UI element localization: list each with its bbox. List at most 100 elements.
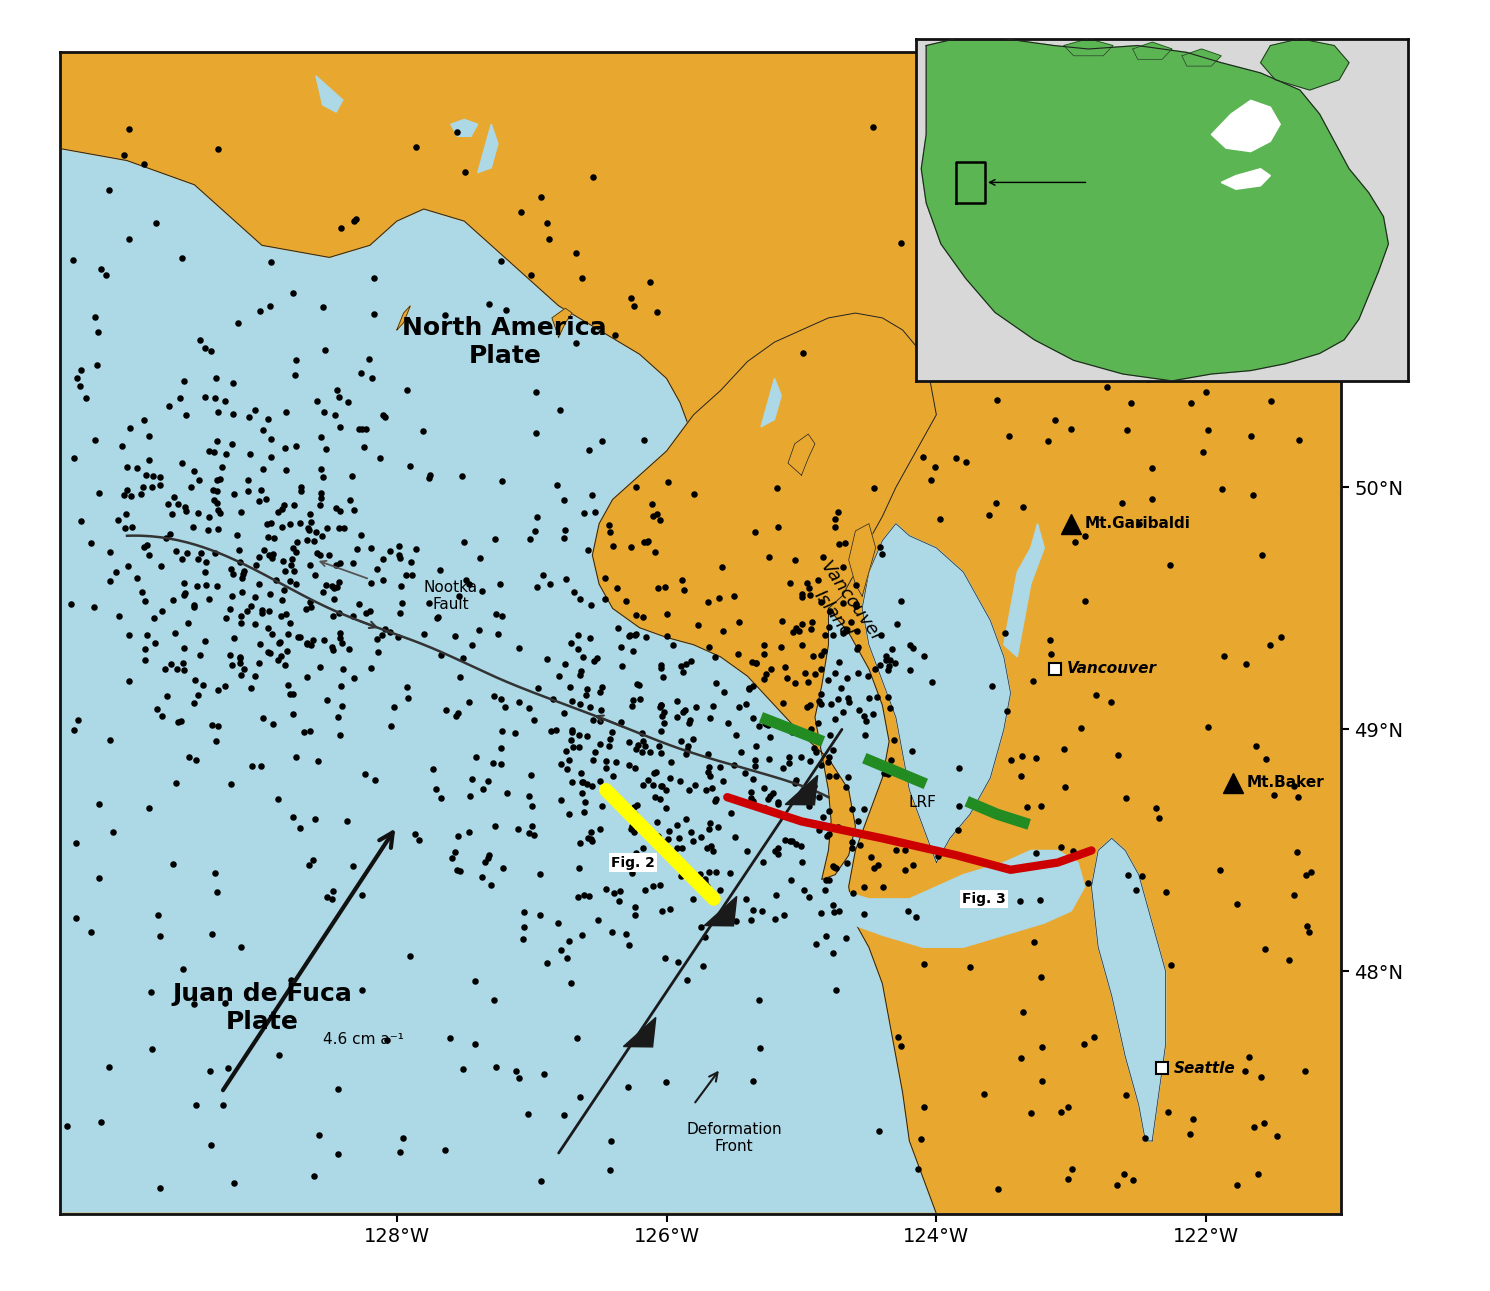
- Point: [164, 772, 188, 793]
- Point: [1024, 747, 1047, 768]
- Point: [632, 532, 656, 553]
- Point: [817, 747, 840, 768]
- Point: [946, 795, 970, 816]
- Point: [158, 395, 182, 416]
- Point: [1030, 967, 1053, 988]
- Point: [600, 536, 624, 556]
- Point: [490, 688, 514, 709]
- Point: [630, 742, 654, 763]
- Point: [711, 771, 735, 791]
- Point: [404, 136, 428, 156]
- Point: [703, 791, 727, 812]
- Point: [422, 759, 446, 780]
- Point: [766, 791, 790, 812]
- Point: [133, 411, 156, 431]
- Point: [803, 935, 827, 955]
- Point: [769, 636, 793, 657]
- Point: [243, 399, 267, 420]
- Point: [112, 145, 136, 165]
- Point: [618, 625, 642, 646]
- Point: [925, 137, 949, 158]
- Point: [793, 664, 817, 684]
- Point: [986, 1179, 1010, 1199]
- Point: [389, 576, 413, 596]
- Point: [1238, 426, 1262, 447]
- Polygon shape: [673, 657, 693, 701]
- Point: [273, 496, 297, 516]
- Point: [438, 1028, 462, 1048]
- Point: [624, 476, 648, 497]
- Point: [340, 465, 364, 485]
- Polygon shape: [863, 524, 1010, 862]
- Point: [808, 691, 831, 711]
- Point: [821, 856, 845, 877]
- Point: [507, 1068, 530, 1088]
- Polygon shape: [60, 52, 1341, 1214]
- Point: [350, 418, 374, 439]
- Point: [267, 502, 291, 523]
- Point: [799, 718, 822, 738]
- Point: [353, 764, 377, 785]
- Point: [678, 651, 702, 671]
- Point: [1237, 1047, 1261, 1068]
- Point: [524, 506, 548, 527]
- Point: [681, 888, 705, 909]
- Point: [782, 720, 806, 741]
- Point: [483, 816, 507, 837]
- Point: [359, 538, 383, 559]
- Point: [1193, 382, 1217, 403]
- Point: [623, 904, 647, 924]
- Point: [1073, 590, 1097, 611]
- Point: [198, 1061, 222, 1082]
- Point: [678, 780, 702, 800]
- Point: [261, 544, 285, 564]
- Point: [654, 1072, 678, 1092]
- Point: [530, 565, 554, 586]
- Point: [572, 502, 596, 523]
- Point: [636, 769, 660, 790]
- Point: [852, 904, 876, 924]
- Point: [331, 695, 355, 715]
- Point: [523, 520, 547, 541]
- Point: [125, 568, 149, 589]
- Text: Deformation
Front: Deformation Front: [687, 1122, 782, 1154]
- Point: [820, 695, 843, 715]
- Point: [609, 711, 633, 732]
- Point: [218, 646, 241, 666]
- Point: [1262, 785, 1286, 806]
- Point: [1009, 1048, 1033, 1069]
- Point: [185, 1095, 209, 1115]
- Point: [678, 710, 702, 731]
- Point: [840, 799, 864, 820]
- Point: [597, 1159, 621, 1180]
- Point: [690, 828, 714, 848]
- Point: [229, 568, 253, 589]
- Point: [279, 555, 302, 576]
- Point: [238, 678, 262, 698]
- Point: [529, 187, 553, 208]
- Point: [650, 695, 673, 715]
- Point: [280, 283, 304, 303]
- Point: [630, 731, 654, 751]
- Point: [444, 860, 468, 880]
- Point: [741, 651, 764, 671]
- Point: [483, 529, 507, 550]
- Point: [197, 589, 221, 609]
- Point: [434, 700, 457, 720]
- Point: [524, 381, 548, 402]
- Point: [665, 838, 688, 859]
- Point: [289, 476, 313, 497]
- Point: [577, 886, 600, 906]
- Point: [519, 265, 542, 285]
- Point: [285, 350, 308, 371]
- Point: [1134, 346, 1158, 367]
- Text: Vancouver
Island: Vancouver Island: [799, 558, 885, 658]
- Point: [268, 605, 292, 626]
- Point: [595, 751, 618, 772]
- Point: [745, 653, 769, 674]
- Point: [931, 214, 955, 235]
- Point: [343, 500, 367, 520]
- Polygon shape: [849, 524, 876, 596]
- Point: [255, 514, 279, 534]
- Point: [694, 838, 718, 859]
